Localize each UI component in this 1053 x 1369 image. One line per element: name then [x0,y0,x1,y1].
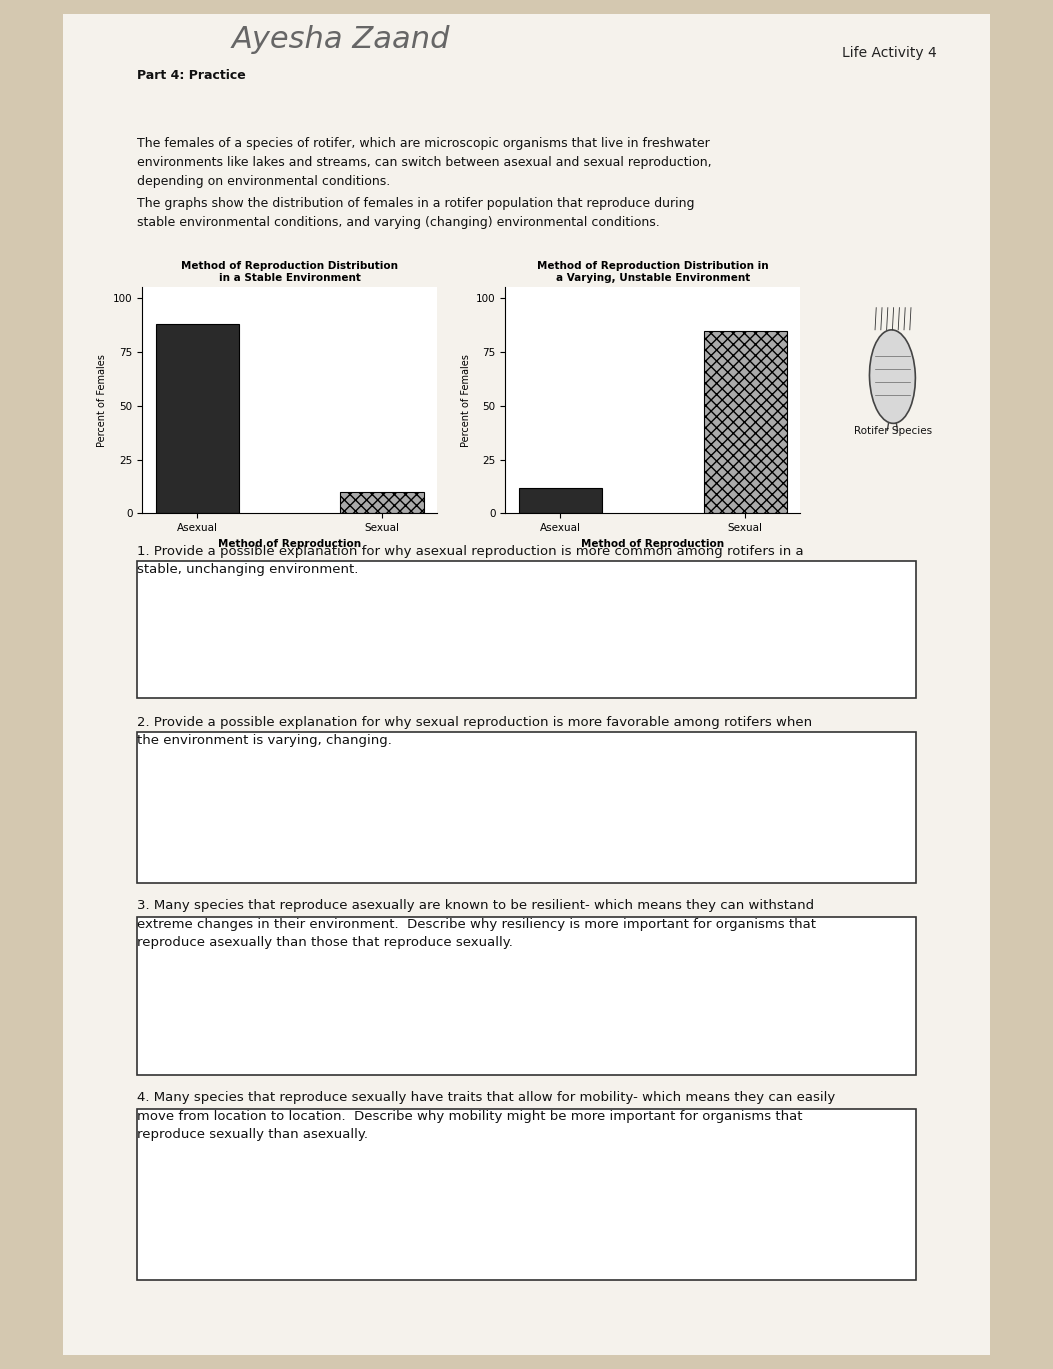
Ellipse shape [870,330,915,423]
FancyBboxPatch shape [137,561,916,698]
X-axis label: Method of Reproduction: Method of Reproduction [218,538,361,549]
Text: Ayesha Zaand: Ayesha Zaand [232,25,451,53]
Text: Life Activity 4: Life Activity 4 [842,47,937,60]
Text: 4. Many species that reproduce sexually have traits that allow for mobility- whi: 4. Many species that reproduce sexually … [137,1091,835,1142]
Bar [156,324,239,513]
Text: The graphs show the distribution of females in a rotifer population that reprodu: The graphs show the distribution of fema… [137,197,694,229]
Bar [703,330,787,513]
Text: 2. Provide a possible explanation for why sexual reproduction is more favorable : 2. Provide a possible explanation for wh… [137,716,812,747]
FancyBboxPatch shape [137,917,916,1075]
FancyBboxPatch shape [63,14,990,1355]
Y-axis label: Percent of Females: Percent of Females [97,355,107,446]
Title: Method of Reproduction Distribution in
a Varying, Unstable Environment: Method of Reproduction Distribution in a… [537,261,769,282]
FancyBboxPatch shape [137,732,916,883]
Text: Part 4: Practice: Part 4: Practice [137,70,245,82]
Title: Method of Reproduction Distribution
in a Stable Environment: Method of Reproduction Distribution in a… [181,261,398,282]
Bar [340,491,423,513]
Text: 1. Provide a possible explanation for why asexual reproduction is more common am: 1. Provide a possible explanation for wh… [137,545,803,576]
Y-axis label: Percent of Females: Percent of Females [460,355,471,446]
Text: 3. Many species that reproduce asexually are known to be resilient- which means : 3. Many species that reproduce asexually… [137,899,816,950]
Text: The females of a species of rotifer, which are microscopic organisms that live i: The females of a species of rotifer, whi… [137,137,712,188]
Text: Rotifer Species: Rotifer Species [854,426,932,435]
FancyBboxPatch shape [137,1109,916,1280]
Bar [519,487,602,513]
X-axis label: Method of Reproduction: Method of Reproduction [581,538,724,549]
